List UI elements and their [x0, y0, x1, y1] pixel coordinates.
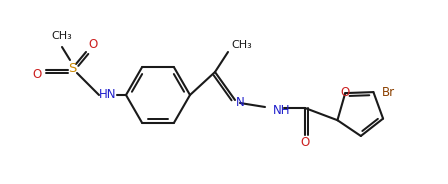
Text: S: S: [68, 61, 76, 75]
Text: HN: HN: [99, 89, 117, 102]
Text: O: O: [88, 38, 98, 52]
Text: O: O: [340, 86, 350, 99]
Text: O: O: [300, 135, 310, 148]
Text: Br: Br: [381, 86, 395, 99]
Text: N: N: [236, 95, 245, 109]
Text: NH: NH: [273, 103, 290, 116]
Text: CH₃: CH₃: [52, 31, 73, 41]
Text: O: O: [32, 68, 42, 82]
Text: CH₃: CH₃: [231, 40, 252, 50]
